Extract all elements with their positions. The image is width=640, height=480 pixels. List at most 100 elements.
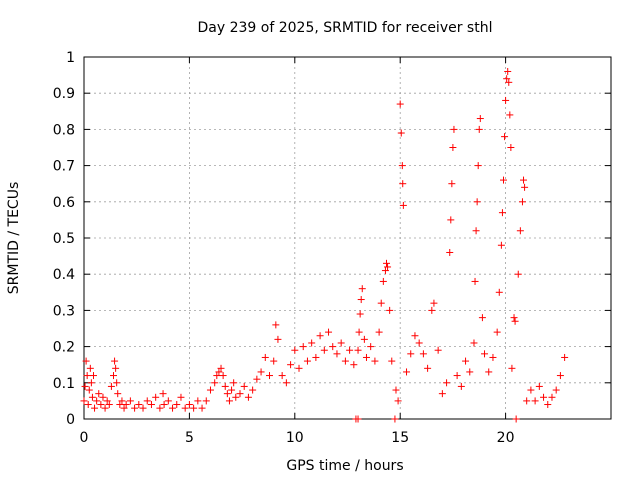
data-point <box>120 404 128 412</box>
data-point <box>561 353 569 361</box>
data-point <box>481 350 489 358</box>
data-point <box>194 397 202 405</box>
data-point <box>527 386 535 394</box>
data-point <box>185 401 193 409</box>
data-point <box>270 357 278 365</box>
data-point <box>377 299 385 307</box>
data-point <box>346 346 354 354</box>
data-point <box>107 382 115 390</box>
data-point <box>381 267 389 275</box>
data-point <box>198 404 206 412</box>
data-point <box>356 310 364 318</box>
data-point <box>295 364 303 372</box>
data-point <box>272 321 280 329</box>
data-point <box>112 364 120 372</box>
data-point <box>523 397 531 405</box>
data-point <box>415 339 423 347</box>
data-point <box>507 144 515 151</box>
data-point <box>360 335 368 343</box>
data-point <box>438 390 446 398</box>
data-point <box>397 129 405 137</box>
data-point <box>303 357 311 365</box>
data-point <box>399 180 407 188</box>
data-point <box>450 125 458 133</box>
y-tick-label: 0.2 <box>53 340 75 356</box>
data-point <box>520 176 528 184</box>
data-point <box>230 379 238 387</box>
data-point <box>391 415 399 423</box>
data-point <box>81 382 89 390</box>
data-point <box>164 397 172 405</box>
data-point <box>91 404 99 412</box>
y-tick-label: 0.9 <box>53 86 75 102</box>
data-point <box>97 401 105 409</box>
data-point <box>396 100 404 108</box>
data-point <box>350 361 358 369</box>
data-point <box>156 404 164 412</box>
data-point <box>83 372 91 380</box>
data-point <box>99 393 107 401</box>
data-point <box>131 404 139 412</box>
data-point <box>457 382 465 390</box>
data-point <box>516 227 524 235</box>
y-tick-label: 0.5 <box>53 231 75 247</box>
data-point <box>501 133 509 141</box>
data-point <box>105 401 113 409</box>
data-point <box>384 263 392 271</box>
data-point <box>512 415 520 423</box>
data-point <box>287 361 295 369</box>
data-point <box>518 198 526 206</box>
data-point <box>135 401 143 409</box>
data-point <box>103 397 111 405</box>
data-point <box>511 317 519 325</box>
data-point <box>215 368 223 376</box>
data-point <box>411 332 419 340</box>
data-point <box>110 372 118 380</box>
data-point <box>505 78 513 86</box>
data-point <box>202 397 210 405</box>
y-axis-label: SRMTID / TECUs <box>6 182 22 295</box>
data-series <box>80 67 569 423</box>
data-point <box>325 328 333 336</box>
x-axis-label: GPS time / hours <box>286 458 403 474</box>
data-point <box>316 332 324 340</box>
data-point <box>478 314 486 322</box>
x-tick-label: 10 <box>286 430 304 446</box>
data-point <box>87 379 95 387</box>
axis-ticks: 00.10.20.30.40.50.60.70.80.910 5 10 15 20 <box>53 50 611 446</box>
data-point <box>379 277 387 285</box>
data-point <box>453 372 461 380</box>
data-point <box>249 386 257 394</box>
data-point <box>274 335 282 343</box>
y-tick-label: 0.7 <box>53 159 75 175</box>
data-point <box>367 343 375 351</box>
data-point <box>504 67 512 75</box>
data-point <box>329 343 337 351</box>
data-point <box>466 368 474 376</box>
data-point <box>333 350 341 358</box>
data-point <box>462 357 470 365</box>
y-tick-label: 0.4 <box>53 267 75 283</box>
data-point <box>472 227 480 235</box>
data-point <box>392 386 400 394</box>
data-point <box>499 176 507 184</box>
data-point <box>535 382 543 390</box>
data-point <box>221 382 229 390</box>
data-point <box>398 162 406 170</box>
data-point <box>503 75 511 83</box>
data-point <box>470 339 478 347</box>
data-point <box>118 397 126 405</box>
y-tick-label: 0.8 <box>53 122 75 138</box>
data-point <box>531 397 539 405</box>
data-point <box>253 375 261 383</box>
data-point <box>266 372 274 380</box>
data-point <box>80 397 88 405</box>
data-point <box>399 201 407 209</box>
data-point <box>228 386 236 394</box>
data-point <box>506 111 514 119</box>
data-point <box>82 357 90 365</box>
data-point <box>447 216 455 224</box>
data-point <box>419 350 427 358</box>
data-point <box>320 346 328 354</box>
